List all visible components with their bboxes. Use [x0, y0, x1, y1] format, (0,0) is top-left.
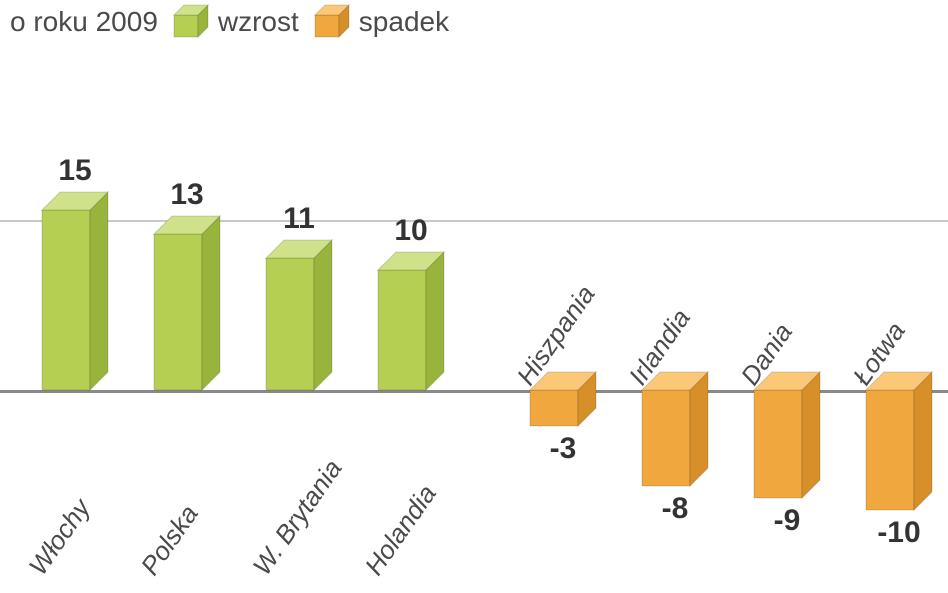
bar-value: -8 [615, 492, 735, 526]
bar-label: Holandia [359, 479, 443, 581]
bar-value: -3 [503, 432, 623, 466]
bar-value: 15 [15, 154, 135, 188]
bar-label: Włochy [23, 493, 97, 581]
bar-value: -10 [839, 516, 948, 550]
bar-value: 13 [127, 178, 247, 212]
legend-title: o roku 2009 [10, 6, 158, 38]
legend-item-spadek: spadek [315, 5, 449, 39]
legend: o roku 2009 wzrost spadek [10, 5, 449, 39]
bar-label: W. Brytania [247, 454, 349, 581]
bar-value: 11 [239, 202, 359, 236]
legend-cube-wzrost [174, 5, 208, 39]
bar-value: 10 [351, 214, 471, 248]
chart-container: o roku 2009 wzrost spadek 15 Włochy 13 Pol… [0, 0, 948, 593]
plot-area: 15 Włochy 13 Polska 11 W. Brytania 10 Holand… [0, 70, 948, 590]
legend-cube-spadek [315, 5, 349, 39]
upper-gridline [0, 220, 948, 222]
legend-label: wzrost [218, 6, 299, 38]
bar-label: Polska [135, 499, 205, 581]
legend-label: spadek [359, 6, 449, 38]
bar-value: -9 [727, 504, 847, 538]
legend-item-wzrost: wzrost [174, 5, 299, 39]
